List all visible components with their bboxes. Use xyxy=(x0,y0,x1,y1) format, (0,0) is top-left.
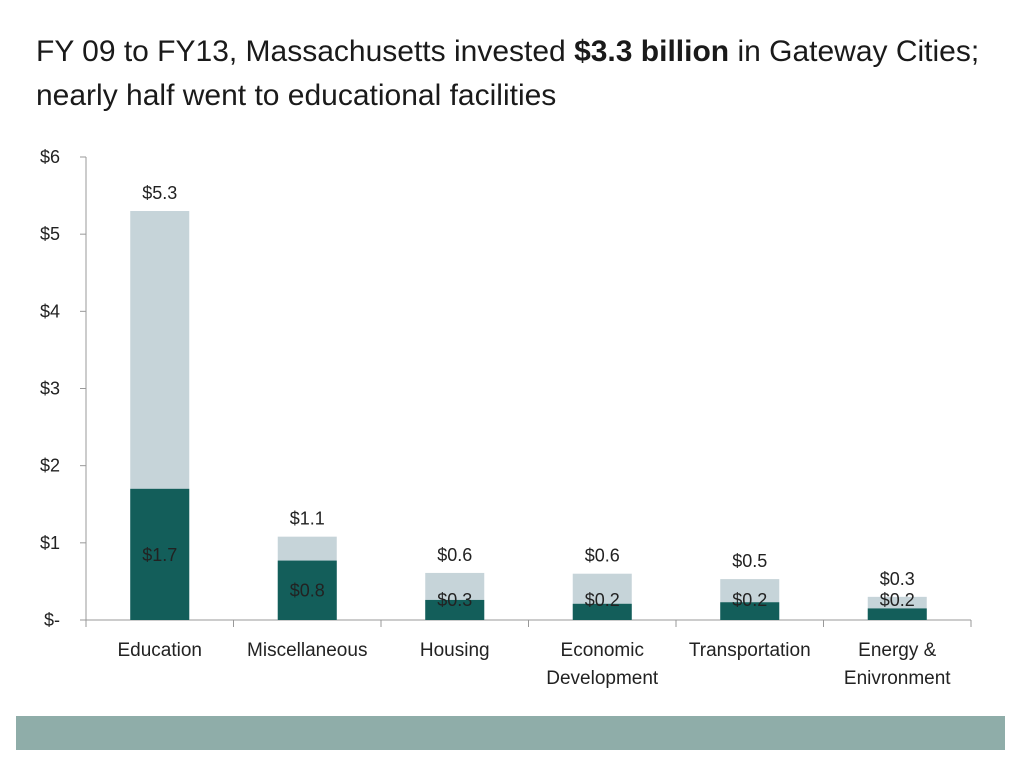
bar-portion xyxy=(277,560,337,620)
title-part-2: in Gateway Cities; nearly half went to e… xyxy=(36,35,980,112)
x-tick-label: Miscellaneous xyxy=(247,640,367,661)
bar-portion xyxy=(572,603,632,620)
footer-bar xyxy=(16,716,1005,750)
y-tick-label: $2 xyxy=(40,456,60,476)
portion-label: $0.2 xyxy=(585,590,620,610)
total-label: $1.1 xyxy=(290,509,325,529)
x-axis: Education Miscellaneous Housing Economic Dev… xyxy=(85,619,972,689)
portion-label: $0.8 xyxy=(290,581,325,601)
bars xyxy=(130,211,927,620)
total-label: $0.3 xyxy=(880,569,915,589)
y-tick-label: $5 xyxy=(40,224,60,244)
portion-label: $0.3 xyxy=(437,590,472,610)
bar-portion xyxy=(425,599,485,620)
y-tick-label: $3 xyxy=(40,379,60,399)
x-tick-label: Education xyxy=(117,640,202,661)
page-title: FY 09 to FY13, Massachusetts invested $3… xyxy=(36,30,996,118)
y-axis: $- $1 $2 $3 $4 $5 $6 xyxy=(40,147,87,630)
title-highlight: $3.3 billion xyxy=(574,35,730,68)
total-label: $0.5 xyxy=(732,551,767,571)
x-tick-label: Transportation xyxy=(689,640,811,661)
bar-portion xyxy=(720,602,780,620)
title-part-1: FY 09 to FY13, Massachusetts invested xyxy=(36,35,575,68)
portion-label: $1.7 xyxy=(142,545,177,565)
y-tick-label: $4 xyxy=(40,301,60,321)
total-label: $5.3 xyxy=(142,183,177,203)
portion-label: $0.2 xyxy=(732,590,767,610)
x-tick-label: Energy & Enivronment xyxy=(844,640,951,689)
data-labels: $5.3 $1.7 $1.1 $0.8 $0.6 $0.3 $0.6 $0.2 $0.5 $0.2… xyxy=(142,183,915,610)
x-tick-label: Housing xyxy=(420,640,490,661)
total-label: $0.6 xyxy=(437,545,472,565)
portion-label: $0.2 xyxy=(880,590,915,610)
y-tick-label: $6 xyxy=(40,147,60,167)
total-label: $0.6 xyxy=(585,546,620,566)
stacked-bar-chart: $- $1 $2 $3 $4 $5 $6 Education Miscellaneous Hou… xyxy=(40,147,972,689)
bar-portion xyxy=(867,608,927,620)
x-tick-label: Economic Development xyxy=(546,640,659,689)
y-tick-label: $- xyxy=(44,610,60,630)
bar-portion xyxy=(130,488,190,620)
y-tick-label: $1 xyxy=(40,533,60,553)
